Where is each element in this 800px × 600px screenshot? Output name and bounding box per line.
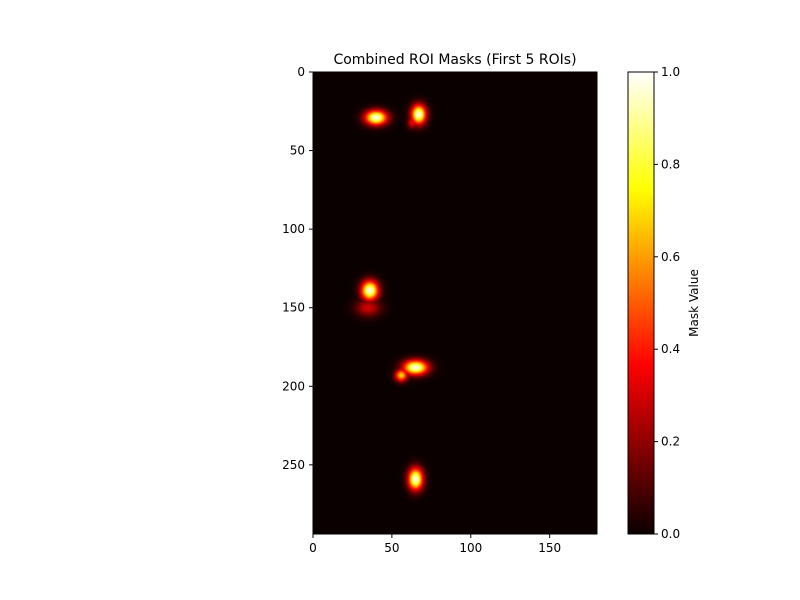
heatmap-image [313, 72, 597, 534]
y-tick-label: 150 [282, 301, 305, 315]
colorbar-gradient [628, 72, 654, 534]
colorbar-tick-label: 0.6 [661, 250, 680, 264]
colorbar-tick-label: 0.8 [661, 157, 680, 171]
colorbar-frame [627, 71, 655, 535]
y-tick-label: 200 [282, 379, 305, 393]
colorbar-axis: 0.0 0.2 0.4 0.6 0.8 1.0 [654, 65, 680, 541]
colorbar-tick-label: 0.4 [661, 342, 680, 356]
y-axis: 0 50 100 150 200 250 [282, 65, 313, 472]
y-tick-label: 250 [282, 458, 305, 472]
x-tick-label: 150 [538, 541, 561, 555]
colorbar-tick-label: 1.0 [661, 65, 680, 79]
chart-title: Combined ROI Masks (First 5 ROIs) [333, 52, 576, 68]
x-tick-label: 50 [384, 541, 399, 555]
y-tick-label: 50 [290, 144, 305, 158]
colorbar-tick-label: 0.0 [661, 527, 680, 541]
y-tick-label: 0 [297, 65, 305, 79]
colorbar-label: Mask Value [687, 269, 701, 337]
x-tick-label: 100 [459, 541, 482, 555]
colorbar-tick-label: 0.2 [661, 435, 680, 449]
y-tick-label: 100 [282, 222, 305, 236]
x-tick-label: 0 [309, 541, 317, 555]
plot-frame [312, 71, 598, 535]
x-axis: 0 50 100 150 [309, 534, 561, 555]
